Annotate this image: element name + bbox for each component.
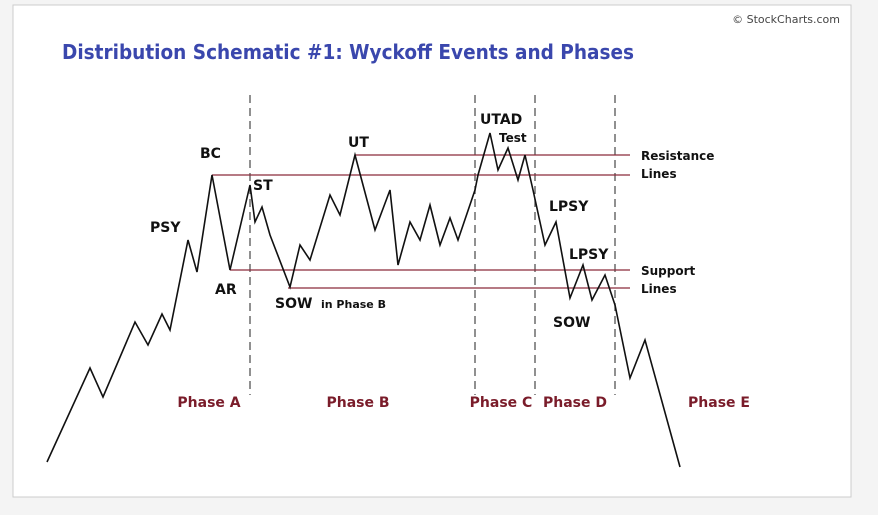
level-lines: [212, 154, 630, 289]
event-label: SOW: [553, 315, 590, 331]
phase-label: Phase D: [543, 395, 607, 411]
phase-label: Phase C: [470, 395, 533, 411]
event-label: PSY: [150, 220, 181, 236]
event-label: UT: [348, 135, 369, 151]
phase-label: Phase B: [326, 395, 389, 411]
phase-label: Phase A: [177, 395, 240, 411]
event-label: AR: [215, 282, 237, 298]
event-label: UTAD: [480, 112, 522, 128]
title: Distribution Schematic #1: Wyckoff Event…: [62, 40, 634, 64]
event-label: BC: [200, 146, 221, 162]
line-label: Support: [641, 264, 696, 278]
phase-label: Phase E: [688, 395, 750, 411]
frame: [12, 4, 852, 498]
event-label: Test: [499, 131, 527, 145]
line-label: Lines: [641, 167, 677, 181]
price-path: [46, 132, 681, 468]
copyright: © StockCharts.com: [732, 13, 840, 26]
event-label: in Phase B: [321, 298, 386, 311]
line-label: Resistance: [641, 149, 714, 163]
event-label: LPSY: [569, 247, 609, 263]
event-label: SOW: [275, 296, 312, 312]
line-label: Lines: [641, 282, 677, 296]
phase-dividers: [249, 95, 616, 395]
event-label: LPSY: [549, 199, 589, 215]
event-label: ST: [253, 178, 273, 194]
